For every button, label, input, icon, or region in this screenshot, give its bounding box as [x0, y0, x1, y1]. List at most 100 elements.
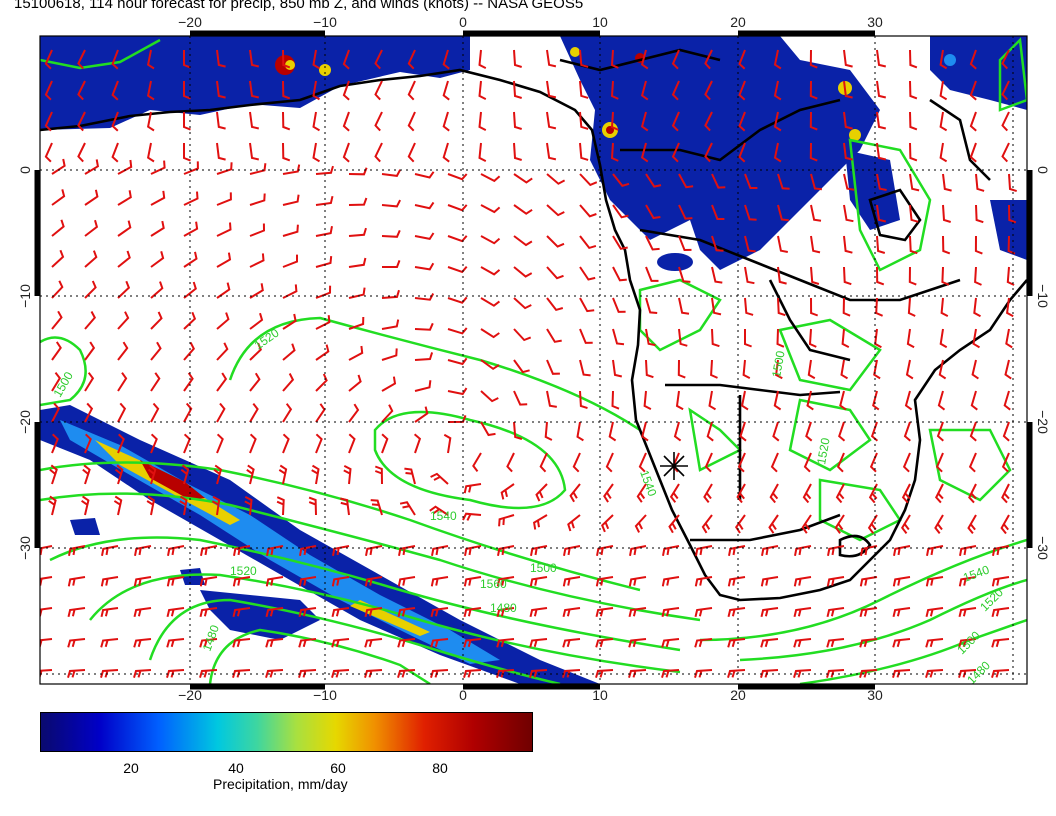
- wind-barb: [612, 235, 628, 250]
- wind-barb: [44, 111, 53, 132]
- station-marker-icon: [660, 452, 688, 480]
- wind-barb: [958, 638, 977, 648]
- wind-barb: [777, 235, 788, 253]
- wind-barb: [200, 545, 218, 556]
- colorbar-tick: 60: [330, 760, 346, 776]
- wind-barb: [579, 266, 596, 281]
- wind-barb: [809, 142, 818, 162]
- wind-barb: [810, 266, 820, 285]
- wind-barb: [892, 607, 911, 618]
- wind-barb: [199, 607, 218, 618]
- wind-barb: [77, 80, 86, 101]
- wind-barb: [430, 638, 449, 648]
- wind-barb: [397, 638, 416, 648]
- wind-barb: [579, 80, 589, 99]
- wind-barb: [282, 111, 291, 131]
- wind-barb: [374, 142, 383, 163]
- wind-barb: [216, 162, 233, 175]
- wind-barb: [546, 142, 557, 161]
- wind-barb: [67, 576, 86, 587]
- wind-barb: [673, 421, 682, 442]
- wind-barb: [678, 235, 692, 252]
- wind-barb: [447, 235, 468, 243]
- wind-barb: [348, 433, 356, 454]
- wind-barb: [150, 281, 164, 299]
- contour-label: 1520: [230, 564, 257, 578]
- wind-barb: [84, 219, 99, 237]
- wind-barb: [506, 452, 515, 473]
- wind-barb: [901, 483, 911, 504]
- wind-barb: [967, 514, 977, 535]
- wind-barb: [942, 173, 952, 192]
- wind-barb: [513, 49, 522, 68]
- wind-barb: [100, 576, 119, 587]
- wind-barb: [430, 576, 449, 587]
- wind-barb: [608, 421, 617, 442]
- map-border-scale: [34, 30, 1033, 690]
- wind-barb: [876, 49, 887, 68]
- wind-barb: [51, 249, 65, 268]
- wind-barb: [348, 345, 364, 361]
- wind-barb: [478, 142, 487, 162]
- wind-barb: [101, 545, 119, 556]
- wind-barb: [51, 219, 65, 237]
- wind-barb: [117, 433, 125, 454]
- wind-barb: [150, 311, 163, 330]
- wind-barb: [546, 390, 557, 408]
- wind-barb: [216, 49, 226, 68]
- wind-barb: [562, 638, 581, 648]
- wind-barb: [937, 390, 946, 411]
- wind-barb: [249, 49, 260, 68]
- wind-barb: [44, 142, 53, 163]
- wind-barb: [513, 204, 533, 215]
- wind-barb: [51, 341, 62, 361]
- wind-barb: [249, 223, 266, 237]
- wind-barb: [232, 638, 251, 648]
- wind-barbs: [40, 49, 1017, 678]
- wind-barb: [704, 111, 713, 132]
- wind-barb: [442, 142, 450, 163]
- wind-barb: [636, 483, 647, 503]
- wind-barb: [843, 204, 854, 223]
- wind-barb: [100, 607, 119, 618]
- wind-barb: [414, 171, 435, 179]
- wind-barb: [1001, 111, 1010, 132]
- wind-barb: [805, 421, 813, 442]
- wind-barb: [244, 496, 253, 516]
- wind-barb: [807, 359, 816, 380]
- wind-barb: [678, 204, 693, 220]
- wind-barb: [51, 371, 62, 392]
- wind-barb: [216, 312, 230, 330]
- wind-barb: [381, 229, 401, 238]
- wind-barb: [640, 49, 649, 70]
- wind-barb: [841, 328, 850, 348]
- wind-barb: [232, 576, 251, 587]
- wind-barb: [737, 452, 746, 473]
- lat-tick-label: −30: [1035, 536, 1051, 560]
- lat-tick-label: 0: [17, 166, 33, 174]
- wind-barb: [100, 638, 119, 648]
- wind-barb: [216, 252, 232, 268]
- wind-barb: [282, 224, 299, 237]
- wind-barb: [562, 607, 581, 618]
- wind-barb: [535, 483, 548, 502]
- wind-barb: [480, 359, 500, 371]
- wind-barb: [942, 235, 951, 255]
- wind-barb: [84, 189, 99, 206]
- wind-barb: [315, 344, 330, 361]
- wind-barb: [331, 607, 350, 618]
- wind-barb: [282, 142, 291, 162]
- wind-barb: [671, 111, 680, 132]
- wind-barb: [546, 204, 565, 217]
- wind-barb: [249, 312, 264, 330]
- wind-barb: [826, 638, 845, 648]
- wind-barb: [146, 49, 155, 70]
- wind-barb: [216, 80, 226, 99]
- wind-barb: [859, 576, 878, 587]
- wind-barb: [809, 80, 818, 100]
- wind-barb: [84, 159, 100, 175]
- wind-barb: [117, 220, 132, 237]
- wind-barb: [1006, 266, 1015, 286]
- wind-barb: [793, 669, 812, 678]
- wind-barb: [661, 638, 680, 648]
